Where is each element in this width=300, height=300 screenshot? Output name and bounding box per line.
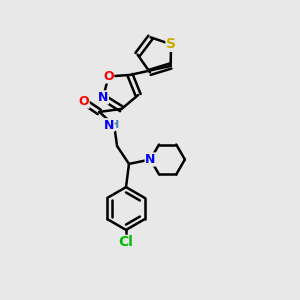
Text: N: N <box>145 153 156 166</box>
Text: H: H <box>110 120 119 130</box>
Text: O: O <box>103 70 114 83</box>
Text: O: O <box>79 95 89 108</box>
Text: N: N <box>103 119 114 132</box>
Text: S: S <box>166 37 176 51</box>
Text: N: N <box>98 91 108 104</box>
Text: Cl: Cl <box>118 236 134 249</box>
